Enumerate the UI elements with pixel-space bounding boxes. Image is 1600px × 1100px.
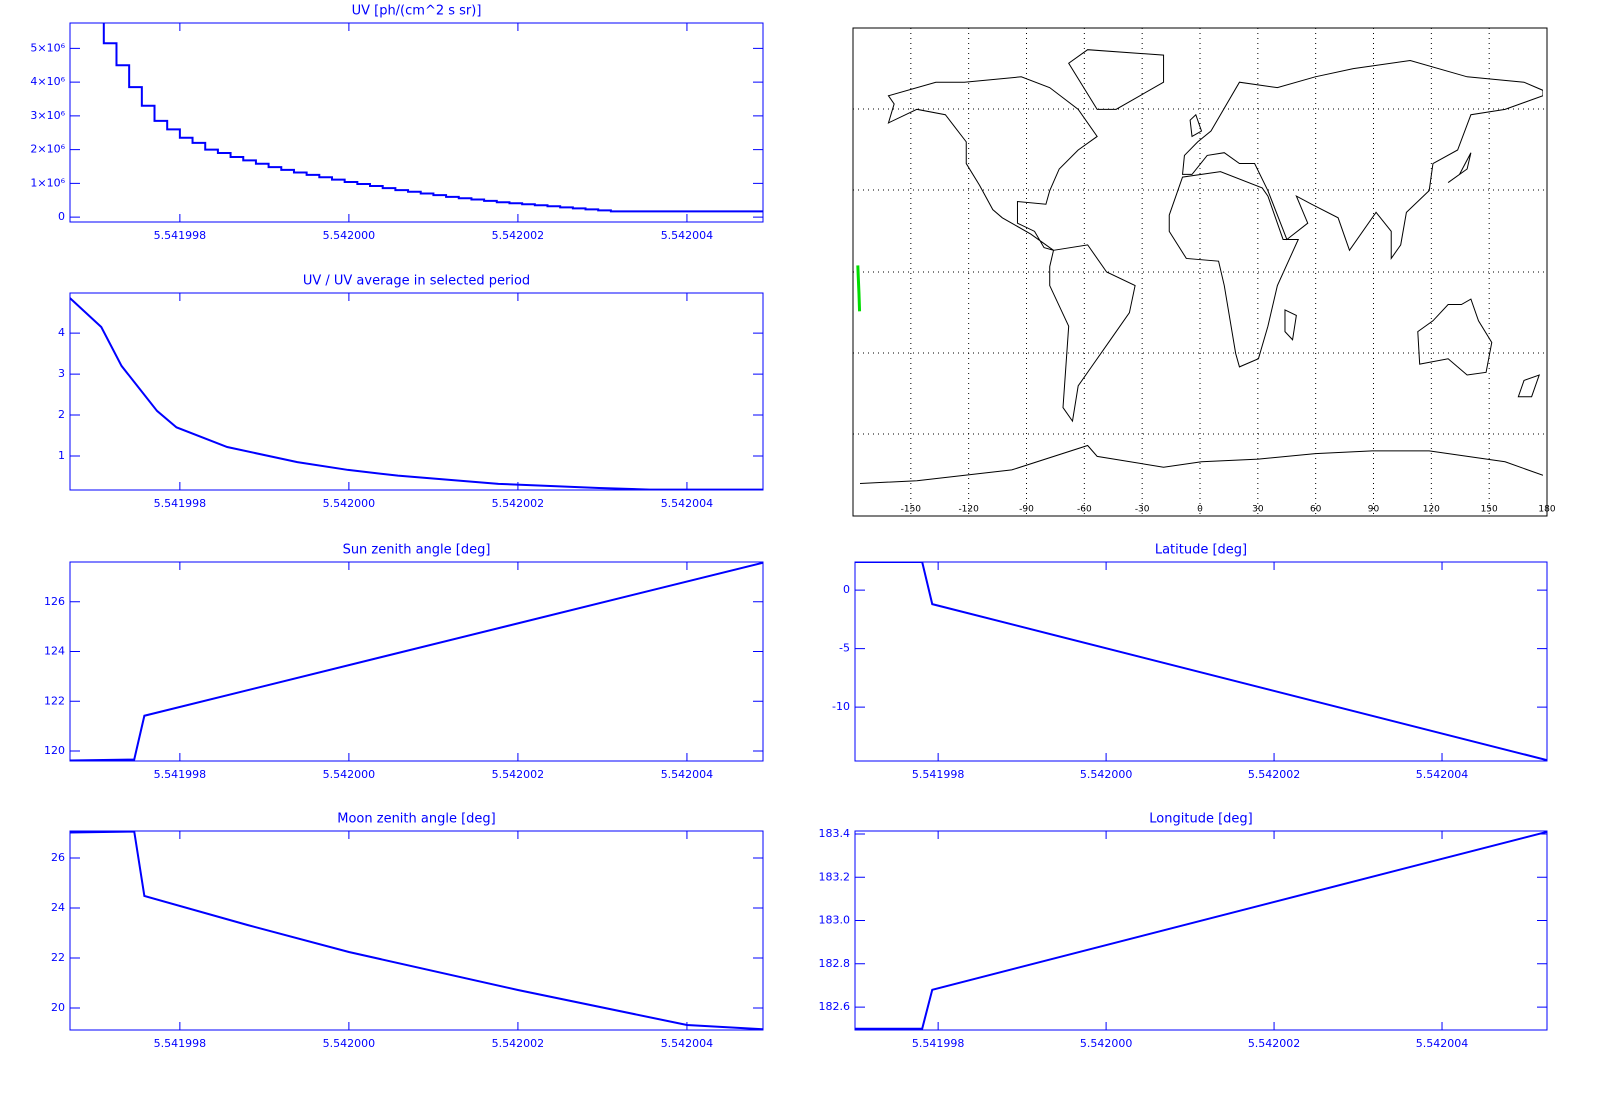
data-line xyxy=(70,562,763,761)
map-tick-label: 150 xyxy=(1481,505,1498,515)
x-tick-label: 5.542004 xyxy=(661,1037,714,1050)
x-tick-label: 5.542002 xyxy=(492,1037,545,1050)
y-tick-label: 120 xyxy=(44,744,65,757)
x-tick-label: 5.542000 xyxy=(323,768,376,781)
y-tick-label: 0 xyxy=(58,210,65,223)
data-line xyxy=(70,831,763,1030)
map-frame xyxy=(852,27,1548,517)
map-tick-label: 30 xyxy=(1252,505,1264,515)
y-tick-label: 20 xyxy=(51,1001,65,1014)
chart-title: Moon zenith angle [deg] xyxy=(337,812,495,827)
x-tick-label: 5.542004 xyxy=(661,229,714,242)
map-tick-label: 0 xyxy=(1197,505,1203,515)
y-tick-label: 0 xyxy=(843,583,850,596)
y-tick-label: -5 xyxy=(839,642,850,655)
x-tick-label: 5.542000 xyxy=(1080,1037,1133,1050)
map-tick-label: -150 xyxy=(901,505,922,515)
track xyxy=(856,265,862,312)
x-tick-label: 5.542000 xyxy=(1080,768,1133,781)
y-tick-label: 4×10⁶ xyxy=(30,75,65,88)
x-tick-label: 5.542000 xyxy=(323,229,376,242)
map-tick-label: -30 xyxy=(1135,505,1150,515)
plot-frame xyxy=(854,561,1548,762)
chart-title: UV / UV average in selected period xyxy=(303,274,530,289)
x-tick-label: 5.542002 xyxy=(1248,768,1301,781)
y-tick-label: 5×10⁶ xyxy=(30,41,65,54)
y-tick-label: 3 xyxy=(58,367,65,380)
data-line xyxy=(855,831,1547,1030)
map-tick-label: -60 xyxy=(1077,505,1092,515)
x-tick-label: 5.542004 xyxy=(661,768,714,781)
map-tick-label: -90 xyxy=(1019,505,1034,515)
map-tick-label: -120 xyxy=(958,505,979,515)
x-tick-label: 5.541998 xyxy=(912,768,965,781)
map-tick-label: 90 xyxy=(1368,505,1380,515)
x-tick-label: 5.541998 xyxy=(154,497,207,510)
y-tick-label: 183.4 xyxy=(819,827,851,840)
y-tick-label: 124 xyxy=(44,645,65,658)
x-tick-label: 5.541998 xyxy=(912,1037,965,1050)
y-tick-label: 4 xyxy=(58,326,65,339)
x-tick-label: 5.542000 xyxy=(323,497,376,510)
y-tick-label: 126 xyxy=(44,595,65,608)
x-tick-label: 5.542002 xyxy=(1248,1037,1301,1050)
x-tick-label: 5.541998 xyxy=(154,1037,207,1050)
x-tick-label: 5.542002 xyxy=(492,497,545,510)
y-tick-label: 22 xyxy=(51,951,65,964)
y-tick-label: 182.6 xyxy=(819,1000,851,1013)
y-tick-label: 24 xyxy=(51,901,65,914)
chart-title: Latitude [deg] xyxy=(1155,543,1247,558)
chart-title: UV [ph/(cm^2 s sr)] xyxy=(352,4,482,19)
y-tick-label: 183.2 xyxy=(819,870,851,883)
plot-frame xyxy=(69,22,764,223)
x-tick-label: 5.541998 xyxy=(154,768,207,781)
y-tick-label: -10 xyxy=(832,700,850,713)
plot-frame xyxy=(69,292,764,491)
y-tick-label: 183.0 xyxy=(819,914,851,927)
y-tick-label: 122 xyxy=(44,694,65,707)
plot-frame xyxy=(854,830,1548,1031)
x-tick-label: 5.542002 xyxy=(492,229,545,242)
plot-frame xyxy=(69,830,764,1031)
y-tick-label: 182.8 xyxy=(819,957,851,970)
y-tick-label: 2×10⁶ xyxy=(30,143,65,156)
map-tick-label: 60 xyxy=(1310,505,1322,515)
chart-title: Sun zenith angle [deg] xyxy=(343,543,491,558)
x-tick-label: 5.542002 xyxy=(492,768,545,781)
data-line xyxy=(70,296,763,490)
x-tick-label: 5.542004 xyxy=(1416,1037,1469,1050)
plot-frame xyxy=(69,561,764,762)
x-tick-label: 5.542000 xyxy=(323,1037,376,1050)
x-tick-label: 5.542004 xyxy=(1416,768,1469,781)
data-line xyxy=(102,23,763,213)
x-tick-label: 5.542004 xyxy=(661,497,714,510)
y-tick-label: 2 xyxy=(58,408,65,421)
y-tick-label: 1 xyxy=(58,449,65,462)
chart-title: Longitude [deg] xyxy=(1149,812,1252,827)
x-tick-label: 5.541998 xyxy=(154,229,207,242)
y-tick-label: 3×10⁶ xyxy=(30,109,65,122)
y-tick-label: 1×10⁶ xyxy=(30,176,65,189)
coastlines xyxy=(860,50,1543,484)
map-tick-label: 120 xyxy=(1423,505,1440,515)
map-tick-label: 180 xyxy=(1538,505,1555,515)
data-line xyxy=(855,562,1547,761)
y-tick-label: 26 xyxy=(51,851,65,864)
